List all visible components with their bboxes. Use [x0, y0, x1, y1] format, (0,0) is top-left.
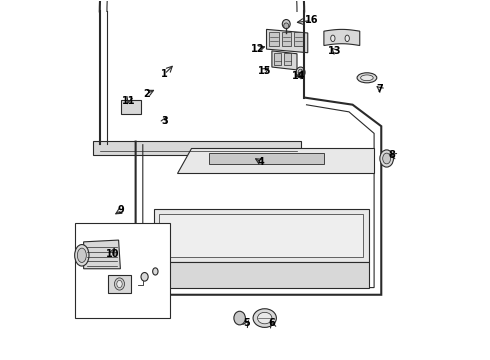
- Ellipse shape: [234, 311, 245, 325]
- Polygon shape: [267, 30, 308, 53]
- Text: 13: 13: [328, 46, 342, 56]
- Text: 2: 2: [143, 89, 150, 99]
- Text: 6: 6: [269, 319, 275, 328]
- Text: 7: 7: [376, 84, 383, 94]
- Ellipse shape: [361, 75, 373, 81]
- Text: 5: 5: [244, 319, 250, 328]
- Text: 11: 11: [122, 96, 135, 106]
- Ellipse shape: [77, 248, 86, 262]
- Ellipse shape: [282, 19, 290, 28]
- Polygon shape: [209, 153, 324, 164]
- Text: 16: 16: [305, 15, 318, 26]
- Text: 12: 12: [251, 44, 264, 54]
- Ellipse shape: [258, 312, 272, 324]
- Ellipse shape: [253, 309, 276, 327]
- Polygon shape: [93, 140, 300, 155]
- Ellipse shape: [284, 23, 289, 29]
- Ellipse shape: [298, 69, 303, 76]
- Text: 1: 1: [161, 69, 168, 79]
- Bar: [122, 100, 141, 114]
- Ellipse shape: [380, 150, 393, 167]
- Ellipse shape: [345, 35, 349, 41]
- Ellipse shape: [153, 268, 158, 275]
- Text: 10: 10: [105, 248, 119, 258]
- Ellipse shape: [357, 73, 377, 83]
- Text: 4: 4: [258, 157, 265, 167]
- Polygon shape: [177, 148, 374, 173]
- Text: 15: 15: [258, 66, 271, 76]
- Text: 3: 3: [161, 116, 168, 126]
- Ellipse shape: [331, 35, 335, 41]
- Polygon shape: [270, 32, 279, 46]
- Polygon shape: [108, 275, 131, 293]
- Ellipse shape: [117, 280, 122, 288]
- Text: 8: 8: [389, 150, 395, 160]
- Polygon shape: [153, 209, 368, 262]
- Polygon shape: [282, 32, 291, 46]
- Ellipse shape: [296, 67, 305, 78]
- Polygon shape: [294, 32, 303, 46]
- Text: 9: 9: [118, 206, 124, 216]
- Polygon shape: [153, 262, 368, 288]
- Ellipse shape: [383, 153, 391, 164]
- Polygon shape: [324, 30, 360, 45]
- Polygon shape: [159, 214, 364, 257]
- Bar: [74, 223, 170, 318]
- Ellipse shape: [141, 273, 148, 281]
- Polygon shape: [84, 240, 121, 269]
- Ellipse shape: [115, 278, 124, 290]
- Ellipse shape: [74, 244, 89, 266]
- Polygon shape: [284, 53, 291, 65]
- Polygon shape: [272, 51, 297, 70]
- Text: 14: 14: [292, 71, 306, 81]
- Polygon shape: [274, 53, 281, 65]
